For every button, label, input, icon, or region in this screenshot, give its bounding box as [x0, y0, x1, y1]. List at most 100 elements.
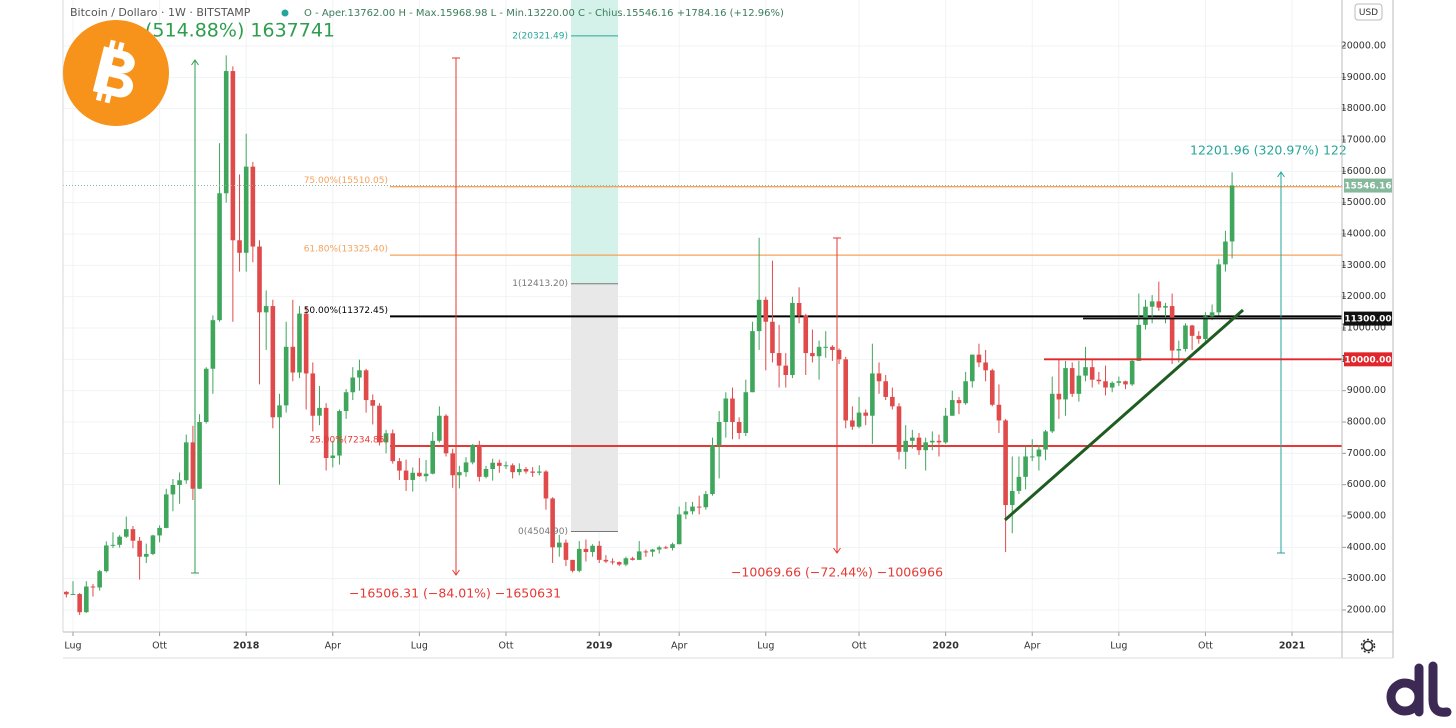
- candle-body: [250, 166, 256, 247]
- y-tick-label: 3000.00: [1347, 573, 1386, 584]
- candle-body: [1116, 381, 1122, 383]
- candle-body: [1209, 312, 1215, 317]
- x-tick-label: Ott: [152, 641, 167, 652]
- candle-body: [117, 536, 122, 545]
- candle-body: [676, 514, 682, 545]
- projection-label: 2(20321.49): [512, 31, 568, 41]
- front-layer: 2000.00 3000.00 4000.00 5000.00 6000.00 7000.…: [63, 20, 1392, 652]
- y-tick-label: 14000.00: [1341, 228, 1386, 239]
- y-tick-label: 16000.00: [1341, 166, 1386, 177]
- fib-label: 75.00%(15510.05): [304, 176, 388, 186]
- measure-arrowhead: [191, 59, 199, 66]
- measure-label: −16506.31 (−84.01%) −1650631: [349, 586, 561, 601]
- candle-body: [930, 440, 935, 443]
- candle-body: [710, 445, 715, 495]
- candle-body: [497, 462, 502, 466]
- fib-label: 50.00%(11372.45): [304, 306, 388, 316]
- x-tick-label: Lug: [411, 641, 428, 652]
- bitcoin-tick: [95, 90, 104, 102]
- candle-body: [989, 370, 995, 405]
- y-tick-label: 15000.00: [1341, 197, 1386, 208]
- y-tick-label: 4000.00: [1347, 542, 1386, 553]
- candle-body: [576, 548, 582, 571]
- y-tick-label: 20000.00: [1341, 40, 1386, 51]
- candle-body: [143, 553, 149, 557]
- gear-teeth: [1360, 638, 1376, 654]
- candle-body: [1063, 368, 1068, 400]
- candle-body: [756, 299, 762, 332]
- candle-body: [956, 400, 962, 404]
- candle-body: [64, 591, 69, 595]
- candle-body: [1089, 367, 1095, 380]
- candle-body: [130, 529, 136, 541]
- candle-body: [210, 320, 216, 369]
- candle-body: [177, 480, 182, 485]
- candle-body: [163, 494, 169, 528]
- candle-body: [570, 559, 575, 571]
- candle-body: [337, 411, 342, 456]
- candle-body: [743, 392, 749, 433]
- candle-body: [1069, 368, 1075, 394]
- settings-icon[interactable]: [1360, 638, 1376, 654]
- measure-label: −10069.66 (−72.44%) −1006966: [731, 565, 943, 580]
- candle-body: [843, 359, 849, 421]
- candle-body: [976, 354, 982, 363]
- candle-body: [583, 548, 589, 553]
- candle-body: [1176, 348, 1182, 351]
- candle-body: [323, 407, 329, 459]
- gear-ring: [1362, 640, 1374, 652]
- candle-body: [890, 396, 895, 407]
- y-tick-label: 11000.00: [1341, 323, 1386, 334]
- candle-body: [736, 422, 742, 433]
- candle-body: [383, 433, 389, 443]
- bitcoin-holes: [106, 56, 125, 89]
- candle-body: [943, 415, 948, 443]
- candle-body: [463, 462, 469, 473]
- candle-body: [1009, 490, 1015, 506]
- x-tick-label: Apr: [1024, 641, 1041, 652]
- candle-body: [403, 470, 409, 480]
- dl-logo-l: [1428, 661, 1452, 717]
- candle-body: [750, 331, 755, 393]
- candle-body: [836, 349, 842, 360]
- currency-badge[interactable]: [1354, 3, 1383, 21]
- candle-body: [483, 469, 489, 477]
- candle-body: [363, 370, 369, 401]
- candle-body: [330, 455, 336, 459]
- candle-body: [1229, 185, 1235, 242]
- candle-body: [1216, 264, 1222, 313]
- price-tag: [1344, 178, 1392, 193]
- candle-body: [883, 381, 888, 397]
- y-tick-label: 19000.00: [1341, 72, 1386, 83]
- candle-body: [1096, 379, 1102, 382]
- measure-arrowhead: [452, 569, 460, 576]
- candle-body: [470, 444, 475, 463]
- candle-body: [903, 440, 908, 452]
- x-tick-label: 2018: [233, 641, 260, 652]
- candle-body: [390, 433, 396, 462]
- y-tick-label: 12000.00: [1341, 291, 1386, 302]
- candle-body: [223, 71, 229, 194]
- candle-body: [197, 422, 202, 489]
- candle-body: [763, 299, 769, 322]
- candle-body: [563, 542, 569, 560]
- candle-body: [530, 471, 535, 473]
- candle-body: [536, 471, 542, 473]
- candle-body: [423, 473, 429, 477]
- candle-body: [1016, 476, 1022, 491]
- candle-body: [1103, 381, 1108, 388]
- candle-body: [550, 498, 555, 548]
- candle-body: [703, 494, 709, 508]
- candle-body: [357, 370, 362, 378]
- candle-body: [317, 407, 322, 416]
- y-tick-label: 2000.00: [1347, 605, 1386, 616]
- candle-body: [716, 422, 722, 446]
- candle-body: [596, 545, 602, 560]
- candle-body: [950, 400, 955, 416]
- projection-zone-down: [571, 283, 618, 532]
- candle-body: [410, 472, 416, 480]
- candle-body: [776, 353, 782, 366]
- candles-layer: [64, 55, 1235, 616]
- x-tick-label: Ott: [499, 641, 514, 652]
- x-tick-label: Lug: [64, 641, 81, 652]
